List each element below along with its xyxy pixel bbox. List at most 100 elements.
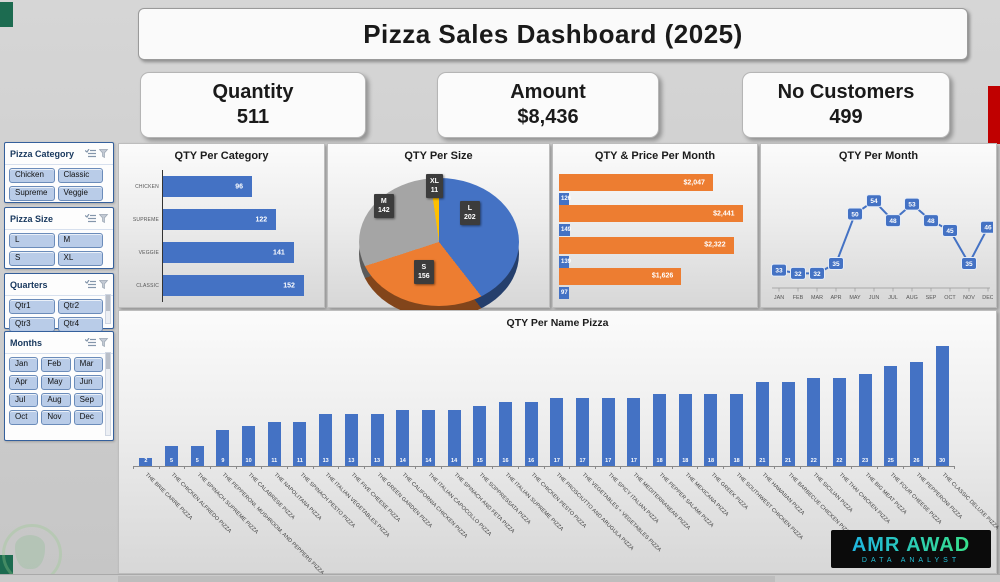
- slicer-pizza-category: Pizza Category Chicken Classic Supreme Veggi…: [4, 142, 114, 203]
- multiselect-icon[interactable]: [82, 334, 96, 352]
- slicer-button-feb[interactable]: Feb: [41, 357, 71, 372]
- kpi-amount-value: $8,436: [517, 106, 579, 128]
- data-label: 96: [235, 183, 244, 190]
- slicer-buttons: Qtr1 Qtr2 Qtr3 Qtr4: [5, 296, 113, 335]
- data-label: 13: [373, 458, 381, 464]
- svg-text:MAR: MAR: [811, 295, 823, 301]
- bar-cell: 17: [621, 341, 647, 466]
- slicer-button-oct[interactable]: Oct: [9, 410, 39, 426]
- slicer-quarters: Quarters Qtr1 Qtr2 Qtr3 Qtr4: [4, 273, 114, 332]
- multiselect-icon[interactable]: [82, 210, 96, 228]
- bar-cell: 25: [878, 341, 904, 466]
- clear-filter-icon[interactable]: [96, 210, 109, 228]
- bar-area: 141: [162, 236, 316, 269]
- bar-cell: 17: [544, 341, 570, 466]
- chart-title: QTY Per Category: [174, 150, 269, 162]
- bar: 18: [704, 394, 718, 466]
- x-axis-label-cell: THE PROSCIUTTO AND ARUGULA PIZZA: [544, 470, 635, 570]
- slicer-button-sep[interactable]: Sep: [73, 392, 103, 408]
- slicer-button-supreme[interactable]: Supreme: [9, 185, 55, 201]
- slicer-button-s[interactable]: S: [9, 250, 55, 266]
- data-label: 141: [273, 249, 285, 256]
- price-label: $2,322: [704, 241, 726, 249]
- bar-cell: 11: [261, 341, 287, 466]
- chart-qty-per-size: QTY Per Size L 202 S 156 M 142 XL 11: [327, 143, 550, 318]
- data-label: 23: [862, 458, 869, 464]
- slicer-button-xl[interactable]: XL: [57, 250, 103, 266]
- qty-per-month-line: 33 JAN 32 FEB 32 MAR 35 APR 50 MAY 54 JUN 48 JUL 53 AUG…: [771, 194, 993, 301]
- x-axis-label: THE CLASSIC DELUXE PIZZA: [940, 472, 1000, 532]
- category-row: CLASSIC 152: [125, 269, 316, 302]
- slicer-button-jul[interactable]: Jul: [9, 392, 39, 408]
- bar-cell: 18: [724, 341, 750, 466]
- bar: 17: [576, 398, 590, 466]
- bar: 11: [293, 422, 307, 466]
- svg-text:DEC: DEC: [982, 295, 993, 301]
- scrollbar-thumb[interactable]: [118, 576, 775, 582]
- multiselect-icon[interactable]: [82, 145, 96, 163]
- svg-text:JUN: JUN: [869, 295, 880, 301]
- bar: 22: [832, 378, 846, 466]
- clear-filter-icon[interactable]: [96, 334, 109, 352]
- x-axis-label-cell: THE SPINACH AND FETA PIZZA: [441, 470, 515, 570]
- slicer-button-qtr1[interactable]: Qtr1: [9, 299, 55, 314]
- slicer-button-apr[interactable]: Apr: [9, 374, 39, 390]
- data-label: 16: [528, 458, 535, 464]
- qty-label: 97: [561, 289, 568, 296]
- slicer-button-mar[interactable]: Mar: [73, 357, 103, 372]
- svg-text:FEB: FEB: [793, 295, 804, 301]
- clear-filter-icon[interactable]: [96, 276, 109, 294]
- slicer-button-dec[interactable]: Dec: [73, 410, 103, 426]
- bar: 16: [498, 402, 512, 466]
- line-marker: [828, 257, 844, 270]
- data-label: 14: [425, 458, 432, 464]
- bar: 15: [473, 406, 487, 466]
- x-axis-label-cell: THE GREEN GARDEN PIZZA: [364, 470, 432, 570]
- multiselect-icon[interactable]: [82, 276, 96, 294]
- bar-cell: 13: [364, 341, 390, 466]
- data-label: 152: [283, 282, 295, 289]
- y-axis-label: VEGGIE: [138, 249, 159, 256]
- line-marker: [980, 220, 993, 234]
- slicer-button-veggie[interactable]: Veggie: [57, 185, 103, 201]
- slicer-button-l[interactable]: L: [9, 233, 55, 248]
- slicer-button-may[interactable]: May: [41, 374, 71, 390]
- bar-cell: 22: [827, 341, 853, 466]
- bar-cell: 18: [672, 341, 698, 466]
- slicer-button-qtr2[interactable]: Qtr2: [57, 299, 103, 314]
- slicer-button-aug[interactable]: Aug: [41, 392, 71, 408]
- price-bar: $2,441: [559, 205, 743, 223]
- bar-cell: 13: [313, 341, 339, 466]
- slicer-button-m[interactable]: M: [57, 233, 103, 248]
- slicer-scrollbar[interactable]: [105, 352, 111, 436]
- slicer-button-chicken[interactable]: Chicken: [9, 168, 55, 183]
- svg-text:AUG: AUG: [906, 295, 918, 301]
- x-axis-label-cell: THE SPICY ITALIAN PIZZA: [595, 470, 660, 570]
- bottom-scroll-strip[interactable]: [0, 574, 1000, 582]
- bar: 152: [163, 275, 304, 296]
- slicer-button-qtr3[interactable]: Qtr3: [9, 316, 55, 332]
- svg-text:JUL: JUL: [888, 295, 898, 301]
- svg-text:JAN: JAN: [774, 295, 784, 301]
- data-label: 122: [255, 216, 268, 223]
- slicer-button-qtr4[interactable]: Qtr4: [57, 316, 103, 332]
- bar-cell: 5: [184, 341, 210, 466]
- bar-cell: 13: [339, 341, 365, 466]
- name-pizza-plot: 2 5 5 9 10 11 11 13 13 13 14 14 14 15 16 16 17 17 17 17 18 18…: [133, 341, 955, 467]
- slicer-button-jun[interactable]: Jun: [73, 374, 103, 390]
- slicer-button-nov[interactable]: Nov: [41, 410, 71, 426]
- slicer-scrollbar[interactable]: [105, 294, 111, 324]
- kpi-quantity-card: Quantity 511: [140, 72, 366, 138]
- bar-cell: 21: [775, 341, 801, 466]
- line-marker: [885, 214, 901, 228]
- x-axis-label-cell: THE HAWAIIAN PIZZA: [750, 470, 806, 570]
- slicer-button-classic[interactable]: Classic: [57, 168, 103, 183]
- bar-cell: 9: [210, 341, 236, 466]
- x-axis-label-cell: THE CALABRESE PIZZA: [236, 470, 296, 570]
- x-axis-label-cell: THE VEGETABLES + VEGETABLES PIZZA: [570, 470, 662, 570]
- clear-filter-icon[interactable]: [96, 145, 109, 163]
- bar: 17: [601, 398, 615, 466]
- bar-cell: 16: [518, 341, 544, 466]
- bar-cell: 22: [801, 341, 827, 466]
- slicer-button-jan[interactable]: Jan: [9, 357, 39, 372]
